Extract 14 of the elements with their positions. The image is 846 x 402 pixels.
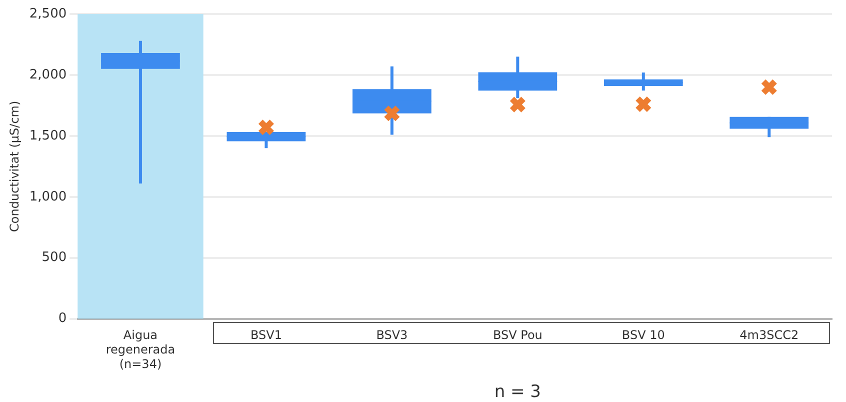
y-tick-label: 2,000 xyxy=(29,67,67,82)
y-tick-label: 1,000 xyxy=(29,189,67,204)
x-tick-label: BSV3 xyxy=(376,328,408,342)
y-tick-label: 2,500 xyxy=(29,6,67,22)
x-tick-label: Aigua regenerada (n=34) xyxy=(106,328,176,371)
text: n = 3 xyxy=(494,382,541,402)
y-tick-label: 500 xyxy=(42,250,67,266)
x-tick-label: BSV 10 xyxy=(622,328,665,342)
y-tick-label: 0 xyxy=(58,311,67,326)
x-tick-label: 4m3SCC2 xyxy=(740,328,799,342)
y-axis-title: Conductivitat (µS/cm) xyxy=(7,100,22,232)
x-tick-label: BSV1 xyxy=(250,328,282,342)
x-tick-label: BSV Pou xyxy=(492,328,542,342)
y-tick-label: 1,500 xyxy=(29,128,67,144)
